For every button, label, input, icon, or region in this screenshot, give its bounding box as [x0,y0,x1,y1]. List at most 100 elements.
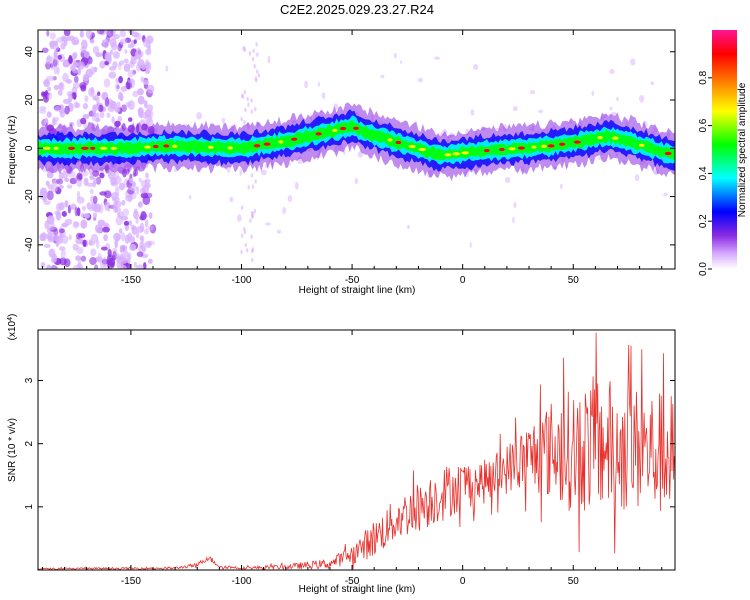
spectrogram-peak [611,136,619,140]
spectrogram-scatter-blob [267,55,271,64]
spectrogram-noise-blob [97,252,102,261]
spectrogram-noise-blob [137,88,144,96]
spectrogram-noise-blob [103,78,111,88]
spectrogram-noise-blob [127,69,135,78]
spectrogram-noise-blob [46,30,50,37]
spectrogram-scatter-blob [265,222,271,226]
spectrogram-scatter-blob [239,168,243,176]
spectrogram-peak [121,146,129,150]
spectrogram-noise-blob [77,257,82,267]
spectrogram-noise-blob [42,190,48,199]
spectrogram-noise-blob [117,115,123,123]
spectrogram-noise-blob [135,217,139,224]
spectrogram-noise-blob [72,264,81,269]
spectrogram-peak [408,144,416,149]
spectrogram-noise-blob [50,265,58,269]
spectrogram-noise-blob [112,207,118,213]
spectrogram-panel: -150 -100 -50 0 50 -40 -20 0 20 40 Height of stra… [7,29,676,296]
spectrogram-noise-blob [128,220,133,226]
spectrogram-scatter-blob [251,257,254,263]
spectrogram-noise-blob [123,58,129,64]
spectrogram-scatter-blob [250,109,253,114]
spectrogram-noise-blob [83,50,90,59]
spectrogram-noise-blob [40,262,46,268]
spectrogram-noise-blob [60,249,66,259]
spectrogram-peak [547,144,555,148]
spectrogram-peak [540,144,547,149]
spectrogram-scatter-blob [609,69,615,75]
spectrogram-noise-blob [76,191,81,199]
spectrogram-peak [531,145,537,149]
spectrogram-peak [371,133,379,137]
spectrogram-scatter-blob [513,201,517,208]
spectrogram-noise-blob [82,205,86,211]
spectrogram-noise-blob [60,42,66,50]
spectrogram-noise-blob [51,253,58,263]
snr-ylabel: SNR (10 * v/v) [7,418,18,482]
spectrogram-noise-blob [83,177,89,186]
colorbar-tick-label: 0.6 [698,118,709,132]
spectrogram-noise-blob [74,206,78,217]
spectrogram-noise-blob [139,235,144,241]
spectrogram-xtick-label: -150 [121,275,141,286]
spectrogram-noise-blob [58,184,64,189]
snr-xtick-label: -150 [121,576,141,587]
spectrogram-noise-blob [135,231,140,239]
spectrogram-scatter-blob [165,65,169,72]
spectrogram-noise-blob [71,92,77,100]
spectrogram-noise-blob [136,264,144,269]
spectrogram-scatter-blob [400,60,403,65]
spectrogram-scatter-blob [221,117,226,124]
spectrogram-scatter-blob [241,94,245,99]
spectrogram-peak [153,144,159,149]
spectrogram-peak [597,136,603,140]
spectrogram-noise-blob [139,222,145,233]
spectrogram-noise-blob [96,30,105,35]
spectrogram-noise-blob [58,171,64,181]
spectrogram-peak [664,151,672,156]
spectrogram-peak [110,146,118,150]
spectrogram-noise-blob [52,44,60,52]
spectrogram-noise-blob [45,180,50,187]
spectrogram-noise-blob [104,201,110,211]
spectrogram-scatter-blob [537,109,544,113]
spectrogram-noise-blob [63,30,71,37]
spectrogram-noise-blob [90,195,94,204]
snr-ticks: -150 -100 -50 0 50 1 2 3 [24,330,675,587]
spectrogram-noise-blob [83,213,90,219]
spectrogram-noise-blob [82,73,90,82]
spectrogram-noise-blob [120,85,128,92]
spectrogram-scatter-blob [616,96,619,102]
spectrogram-peak [517,146,525,150]
spectrogram-noise-blob [72,81,80,89]
spectrogram-noise-blob [94,264,99,269]
spectrogram-noise-blob [114,185,120,196]
spectrogram-scatter-blob [630,58,636,66]
spectrogram-noise-blob [90,233,99,244]
spectrogram-noise-blob [55,211,62,221]
spectrogram-noise-blob [88,87,95,97]
spectrogram-noise-blob [90,248,97,257]
spectrogram-noise-blob [82,239,87,248]
spectrogram-noise-blob [64,200,69,208]
spectrogram-noise-blob [119,93,124,102]
spectrogram-noise-blob [102,226,110,233]
spectrogram-noise-blob [99,191,108,196]
spectrogram-noise-blob [39,106,47,111]
colorbar-tick-label: 0.2 [698,214,709,228]
spectrogram-noise-blob [133,39,137,44]
spectrogram-peak [508,147,516,151]
spectrogram-noise-blob [92,46,100,55]
spectrogram-noise-blob [43,243,51,248]
spectrogram-scatter-blob [243,47,246,53]
spectrogram-noise-blob [66,184,73,189]
spectrogram-noise-blob [146,117,154,126]
snr-marks [38,332,675,570]
spectrogram-noise-blob [116,211,121,217]
spectrogram-noise-blob [80,255,87,262]
spectrogram-noise-blob [47,75,55,82]
snr-xtick-label: 0 [460,576,466,587]
spectrogram-noise-blob [110,104,115,110]
spectrogram-scatter-blob [188,195,192,200]
spectrogram-peak [301,135,309,139]
